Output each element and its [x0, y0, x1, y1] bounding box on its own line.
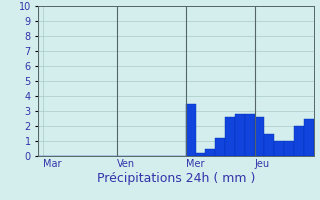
Bar: [304, 118, 314, 156]
Bar: [196, 153, 205, 156]
Bar: [235, 114, 245, 156]
X-axis label: Précipitations 24h ( mm ): Précipitations 24h ( mm ): [97, 172, 255, 185]
Bar: [186, 104, 196, 156]
Bar: [274, 141, 284, 156]
Bar: [225, 117, 235, 156]
Bar: [205, 148, 215, 156]
Bar: [245, 114, 255, 156]
Bar: [215, 138, 225, 156]
Bar: [255, 117, 264, 156]
Bar: [264, 134, 274, 156]
Bar: [284, 141, 294, 156]
Bar: [294, 126, 304, 156]
